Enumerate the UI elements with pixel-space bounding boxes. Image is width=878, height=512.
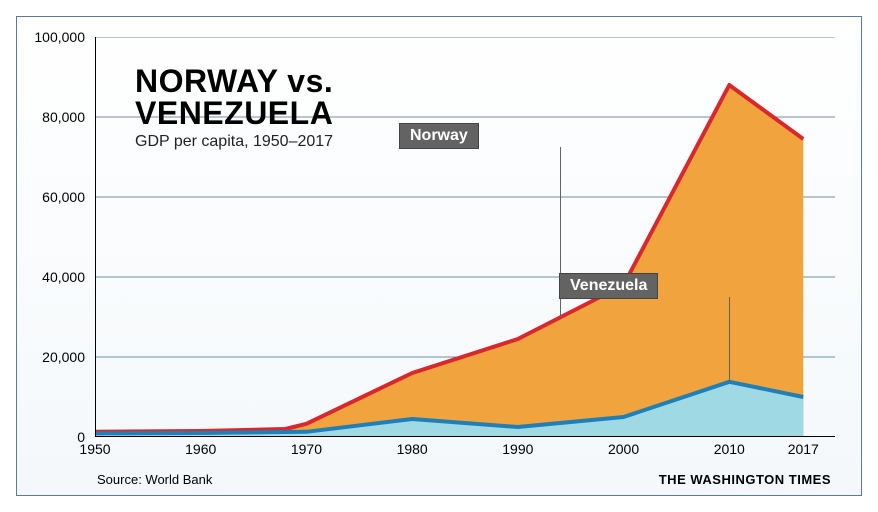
title-block: NORWAY vs. VENEZUELA GDP per capita, 195… — [135, 65, 333, 151]
y-tick-label: 40,000 — [42, 269, 85, 285]
chart-subtitle: GDP per capita, 1950–2017 — [135, 133, 333, 151]
x-tick-label: 1990 — [502, 441, 533, 457]
y-tick-label: 100,000 — [34, 29, 85, 45]
y-axis-ticks: 020,00040,00060,00080,000100,000 — [17, 37, 91, 437]
series-label-venezuela: Venezuela — [559, 273, 658, 299]
x-tick-label: 1980 — [397, 441, 428, 457]
x-axis-ticks: 19501960197019801990200020102017 — [95, 441, 835, 461]
x-tick-label: 1960 — [185, 441, 216, 457]
x-tick-label: 2000 — [608, 441, 639, 457]
y-tick-label: 20,000 — [42, 349, 85, 365]
x-tick-label: 1970 — [291, 441, 322, 457]
x-tick-label: 2010 — [714, 441, 745, 457]
source-text: Source: World Bank — [97, 472, 212, 487]
y-tick-label: 60,000 — [42, 189, 85, 205]
chart-title-line1: NORWAY vs. — [135, 65, 333, 97]
credit-text: THE WASHINGTON TIMES — [659, 472, 831, 487]
series-label-norway: Norway — [399, 123, 479, 149]
chart-frame: 020,00040,00060,00080,000100,000 1950196… — [16, 16, 862, 496]
y-tick-label: 80,000 — [42, 109, 85, 125]
chart-title-line2: VENEZUELA — [135, 97, 333, 129]
x-tick-label: 1950 — [79, 441, 110, 457]
x-tick-label: 2017 — [788, 441, 819, 457]
leader-line — [729, 297, 730, 382]
